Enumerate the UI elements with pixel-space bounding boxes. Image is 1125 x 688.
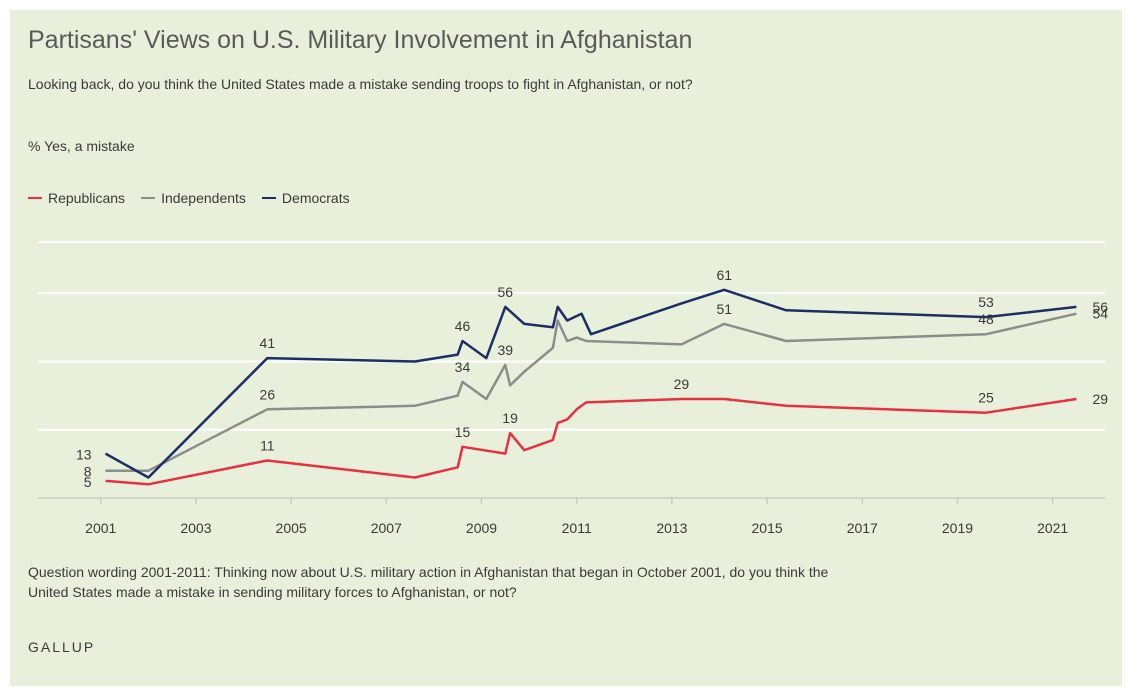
data-label-independents-5: 34 (455, 359, 471, 375)
data-label-republicans-2: 11 (260, 437, 275, 453)
x-tick-label-2003: 2003 (180, 520, 211, 536)
data-label-democrats-18: 56 (1092, 299, 1108, 315)
data-label-republicans-14: 29 (674, 376, 690, 392)
data-label-democrats-5: 46 (455, 318, 471, 334)
data-label-independents-7: 39 (498, 342, 514, 358)
x-tick-label-2005: 2005 (276, 520, 307, 536)
series-line-republicans (106, 399, 1077, 484)
x-tick-label-2015: 2015 (752, 520, 783, 536)
data-label-independents-16: 51 (716, 301, 732, 317)
data-label-republicans-17: 25 (978, 390, 994, 406)
x-tick-label-2017: 2017 (847, 520, 878, 536)
data-label-republicans-5: 15 (455, 424, 471, 440)
series-line-democrats (106, 290, 1077, 478)
data-label-republicans-18: 29 (1092, 391, 1108, 407)
x-tick-label-2021: 2021 (1037, 520, 1068, 536)
x-tick-label-2001: 2001 (85, 520, 116, 536)
question-wording-note: Question wording 2001-2011: Thinking now… (28, 562, 848, 602)
x-tick-label-2009: 2009 (466, 520, 497, 536)
data-label-democrats-17: 53 (978, 294, 994, 310)
series-line-independents (106, 314, 1077, 471)
data-label-democrats-15: 61 (716, 267, 732, 283)
data-label-democrats-2: 41 (260, 335, 276, 351)
x-tick-label-2019: 2019 (942, 520, 973, 536)
data-label-independents-2: 26 (260, 386, 276, 402)
data-label-independents-18: 48 (978, 311, 994, 327)
x-tick-label-2007: 2007 (371, 520, 402, 536)
x-tick-label-2011: 2011 (562, 520, 592, 536)
data-label-republicans-7: 19 (502, 410, 518, 426)
data-label-democrats-0: 13 (76, 447, 92, 463)
data-label-independents-0: 8 (84, 464, 92, 480)
x-tick-label-2013: 2013 (656, 520, 687, 536)
data-label-democrats-7: 56 (498, 284, 514, 300)
source-label: GALLUP (28, 639, 95, 655)
